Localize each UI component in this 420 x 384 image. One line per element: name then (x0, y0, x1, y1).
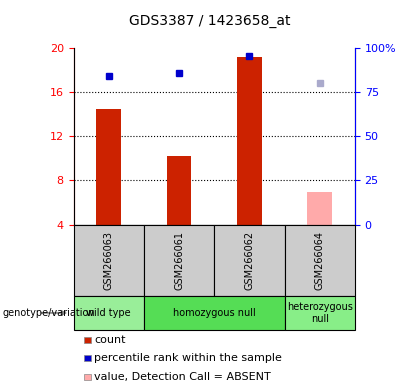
Text: genotype/variation: genotype/variation (2, 308, 95, 318)
Text: GSM266063: GSM266063 (104, 231, 114, 290)
Text: GSM266061: GSM266061 (174, 231, 184, 290)
Text: percentile rank within the sample: percentile rank within the sample (94, 353, 282, 363)
Text: wild type: wild type (87, 308, 131, 318)
Text: count: count (94, 335, 126, 345)
Text: value, Detection Call = ABSENT: value, Detection Call = ABSENT (94, 372, 271, 382)
Bar (167, 156, 192, 225)
Bar (237, 57, 262, 225)
Text: GDS3387 / 1423658_at: GDS3387 / 1423658_at (129, 14, 291, 28)
Text: GSM266062: GSM266062 (244, 231, 255, 290)
Text: heterozygous
null: heterozygous null (287, 302, 353, 324)
Bar (307, 192, 332, 225)
Text: GSM266064: GSM266064 (315, 231, 325, 290)
Bar (96, 109, 121, 225)
Text: homozygous null: homozygous null (173, 308, 256, 318)
